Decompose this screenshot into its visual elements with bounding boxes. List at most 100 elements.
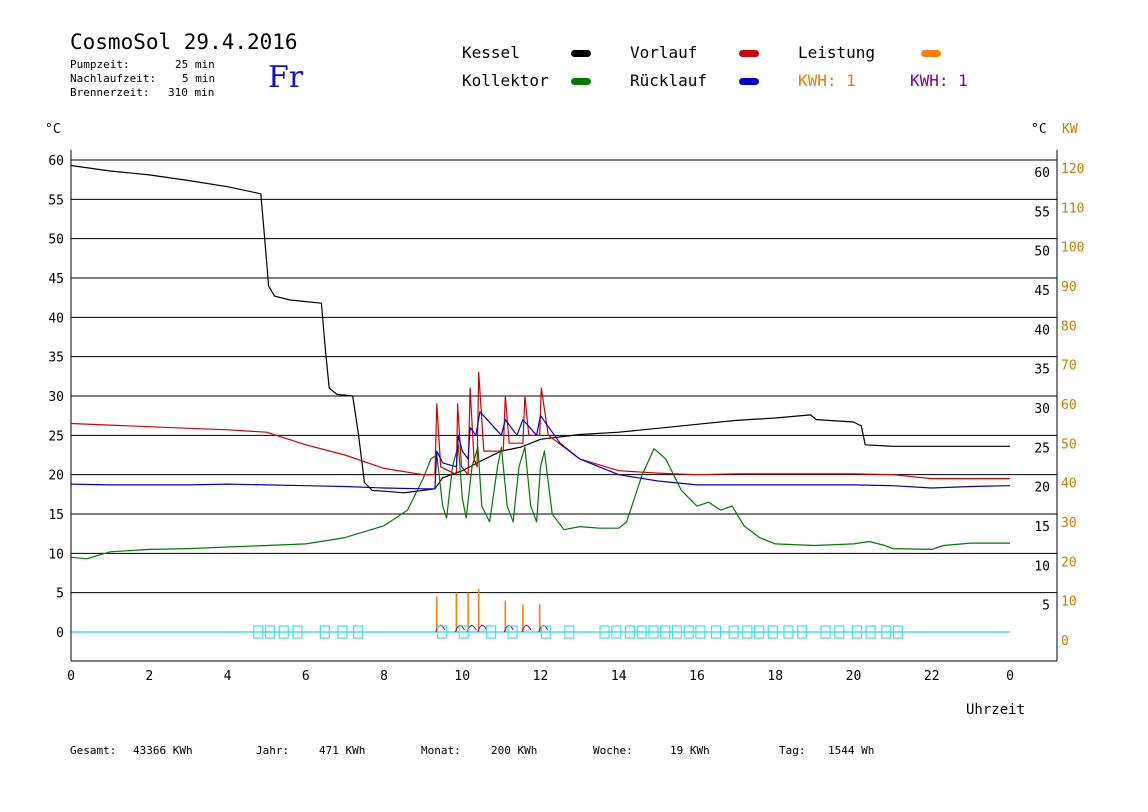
y-tick-kw: 120: [1061, 162, 1084, 177]
y-tick-left: 45: [48, 272, 64, 287]
pump-on-marker: [865, 625, 876, 639]
param-value-2: 310 min: [168, 86, 215, 99]
pump-on-marker: [742, 625, 753, 639]
y-tick-kw: 50: [1061, 437, 1077, 452]
pump-on-marker: [783, 625, 794, 639]
legend-kollektor: Kollektor: [462, 71, 549, 90]
footer-gesamt-value: 43366 KWh: [133, 744, 193, 757]
legend-leistung: Leistung: [798, 43, 876, 62]
pump-on-marker: [851, 625, 863, 639]
y-tick-right: 40: [1034, 323, 1050, 338]
legend-kessel: Kessel: [462, 43, 520, 62]
footer-tag-label: Tag:: [779, 744, 806, 757]
y-tick-right: 60: [1034, 166, 1050, 181]
footer-jahr-label: Jahr:: [256, 744, 290, 757]
pump-on-marker: [683, 625, 694, 639]
footer-tag-value: 1544 Wh: [828, 744, 875, 757]
pump-on-marker: [540, 625, 551, 639]
y-tick-left: 25: [48, 429, 64, 444]
pump-on-marker: [695, 625, 706, 639]
y-axis-label-right: °C: [1031, 122, 1047, 137]
y-tick-right: 10: [1034, 559, 1050, 574]
pump-on-marker: [319, 625, 330, 639]
pump-on-marker: [564, 625, 575, 639]
footer-woche-value: 19 KWh: [670, 744, 710, 757]
x-tick: 0: [67, 669, 75, 684]
x-tick: 12: [533, 669, 549, 684]
series-line-vorlauf: [70, 371, 1010, 480]
pump-on-marker: [292, 625, 303, 639]
y-tick-kw: 80: [1061, 319, 1077, 334]
y-tick-kw: 30: [1061, 516, 1077, 531]
y-tick-left: 5: [56, 587, 64, 602]
y-axis-label-left: °C: [45, 122, 61, 137]
x-tick: 8: [380, 669, 388, 684]
y-tick-left: 55: [48, 193, 64, 208]
x-tick: 6: [302, 669, 310, 684]
y-tick-left: 50: [48, 233, 64, 248]
pump-on-marker: [253, 625, 264, 639]
y-tick-left: 40: [48, 311, 64, 326]
y-tick-left: 60: [48, 154, 64, 169]
pump-on-marker: [507, 625, 518, 639]
energy-curve: [521, 625, 532, 633]
pump-on-marker: [881, 625, 892, 639]
legend-kwh-orange: KWH: 1: [798, 71, 856, 90]
y-tick-right: 50: [1034, 245, 1050, 260]
x-tick: 0: [1006, 669, 1014, 684]
y-tick-kw: 70: [1061, 359, 1077, 374]
legend-ruecklauf: Rücklauf: [630, 71, 708, 90]
chart-title: CosmoSol 29.4.2016: [70, 30, 298, 54]
footer-monat-label: Monat:: [421, 744, 461, 757]
pump-on-marker: [437, 625, 448, 639]
y-tick-right: 5: [1042, 599, 1050, 614]
footer-gesamt-label: Gesamt:: [70, 744, 117, 757]
y-tick-right: 45: [1034, 284, 1050, 299]
y-tick-kw: 10: [1061, 595, 1077, 610]
legend-kessel-swatch: [571, 50, 591, 57]
x-tick: 2: [145, 669, 153, 684]
y-tick-kw: 40: [1061, 477, 1077, 492]
param-label-0: Pumpzeit:: [70, 58, 130, 71]
pump-on-marker: [660, 625, 671, 639]
weekday-label: Fr: [268, 60, 304, 95]
series-line-rcklauf: [70, 411, 1011, 490]
pump-on-marker: [820, 625, 831, 639]
y-tick-kw: 0: [1061, 634, 1069, 649]
pump-on-marker: [458, 625, 469, 639]
pump-on-marker: [797, 625, 808, 639]
footer-woche-label: Woche:: [593, 744, 633, 757]
y-tick-right: 55: [1034, 205, 1050, 220]
param-label-2: Brennerzeit:: [70, 86, 150, 99]
x-tick: 22: [924, 669, 940, 684]
pump-on-marker: [892, 625, 904, 639]
y-tick-right: 35: [1034, 363, 1050, 378]
x-axis-label: Uhrzeit: [966, 702, 1025, 718]
legend-vorlauf: Vorlauf: [630, 43, 698, 62]
x-tick: 14: [611, 669, 627, 684]
legend-kollektor-swatch: [571, 78, 591, 85]
pump-on-marker: [636, 625, 647, 639]
legend-leistung-swatch: [921, 50, 941, 57]
pump-on-marker: [352, 625, 364, 639]
y-tick-left: 10: [48, 547, 64, 562]
pump-on-marker: [648, 625, 659, 639]
footer-jahr-value: 471 KWh: [319, 744, 366, 757]
y-tick-kw: 110: [1061, 201, 1084, 216]
y-tick-kw: 100: [1061, 241, 1084, 256]
y-axis-label-kw: KW: [1062, 122, 1078, 137]
x-tick: 20: [846, 669, 862, 684]
pump-on-marker: [671, 625, 683, 639]
y-tick-right: 15: [1034, 520, 1050, 535]
series-line-kessel: [70, 164, 1010, 494]
legend-vorlauf-swatch: [739, 50, 759, 57]
x-tick: 4: [224, 669, 232, 684]
y-tick-right: 25: [1034, 441, 1050, 456]
pump-on-marker: [767, 625, 778, 639]
series-line-kollektor: [70, 444, 1010, 560]
pump-on-marker: [611, 625, 622, 639]
y-tick-left: 15: [48, 508, 64, 523]
pump-on-marker: [624, 625, 636, 639]
y-tick-kw: 60: [1061, 398, 1077, 413]
